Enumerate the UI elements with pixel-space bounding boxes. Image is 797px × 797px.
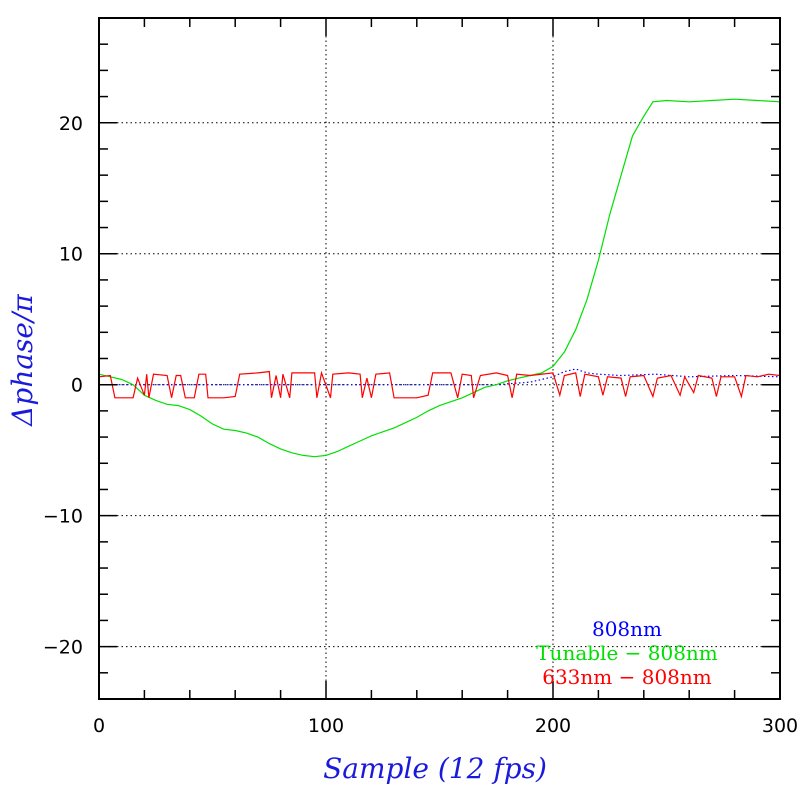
legend-entry-0: 808nm: [592, 617, 662, 641]
x-tick-label-0: 0: [93, 715, 105, 737]
series-line-1: [98, 98, 781, 458]
y-axis-title: Δphase/π: [6, 294, 39, 427]
plot-frame: [98, 17, 781, 700]
y-tick-label-1: −10: [43, 506, 83, 528]
tick-labels: 0 100 200 300 −20 −10 0 10 20: [43, 113, 797, 737]
x-axis-title: Sample (12 fps): [323, 752, 547, 785]
grid-lines: [99, 18, 780, 699]
x-tick-label-2: 200: [535, 715, 571, 737]
x-tick-label-3: 300: [762, 715, 797, 737]
y-tick-label-3: 10: [59, 244, 83, 266]
y-tick-label-4: 20: [59, 113, 83, 135]
legend-entry-2: 633nm − 808nm: [542, 665, 712, 689]
legend-entry-1: Tunable − 808nm: [536, 641, 718, 665]
series-line-0: [99, 368, 781, 386]
axis-ticks: [98, 17, 781, 700]
y-tick-label-2: 0: [71, 375, 83, 397]
series-line-2: [98, 370, 781, 399]
x-tick-label-1: 100: [308, 715, 344, 737]
y-tick-label-0: −20: [43, 637, 83, 659]
series-layer: [98, 98, 781, 458]
